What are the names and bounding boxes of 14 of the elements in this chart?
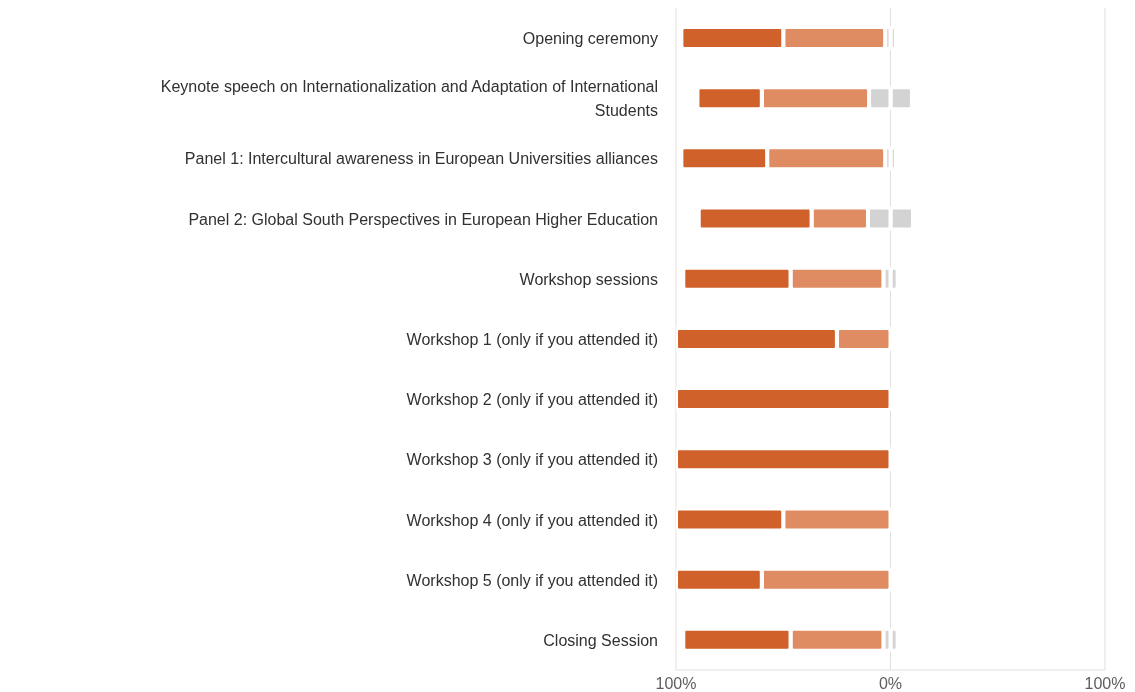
y-tick-label: Workshop 2 (only if you attended it) [406,390,658,408]
y-tick-label: Keynote speech on Internationalization and Adaptation of International Students [160,77,658,119]
y-tick-label: Panel 2: Global South Perspectives in European Higher Education [188,210,658,228]
y-tick-label: Opening ceremony [522,29,658,47]
x-tick-label: 0% [878,675,903,692]
y-tick-label: Workshop 1 (only if you attended it) [406,330,658,348]
y-tick-label: Workshop sessions [519,270,658,288]
x-tick-label: 100% [655,675,697,692]
y-tick-label: Workshop 5 (only if you attended it) [406,571,658,589]
y-tick-label: Workshop 4 (only if you attended it) [406,511,658,529]
y-tick-label: Closing Session [543,631,658,649]
y-tick-label: Panel 1: Intercultural awareness in European Universities alliances [184,149,658,167]
x-tick-label: 100% [1084,675,1126,692]
y-tick-label: Workshop 3 (only if you attended it) [406,450,658,468]
